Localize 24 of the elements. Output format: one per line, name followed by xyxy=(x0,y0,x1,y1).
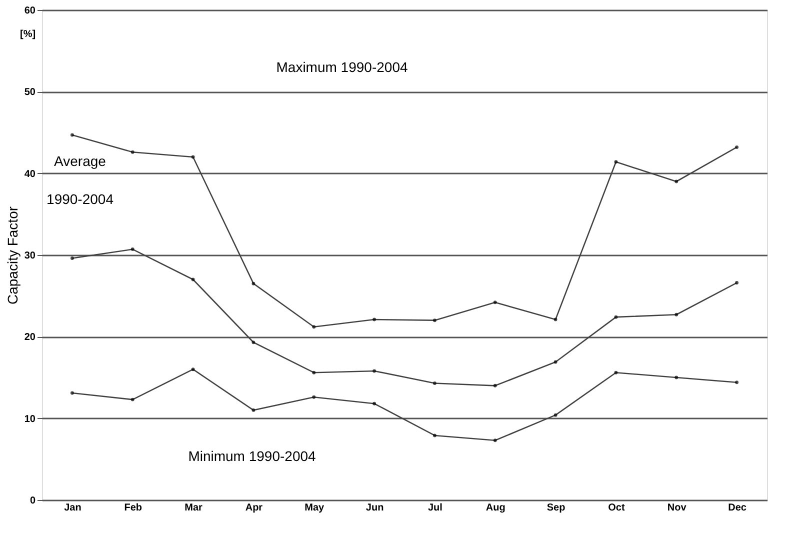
x-tick-label: Jun xyxy=(366,502,384,514)
y-tick-label: 0 xyxy=(30,496,36,506)
y-axis-title: Capacity Factor xyxy=(4,206,20,305)
x-tick-label: Oct xyxy=(608,502,626,514)
y-tick-label: 30 xyxy=(24,250,36,262)
text: Average 1990-2004 xyxy=(46,153,114,207)
x-tick-label: Mar xyxy=(184,502,203,514)
text: [%] xyxy=(20,29,36,40)
x-tick-label: Nov xyxy=(667,502,687,514)
y-tick-label: 60 xyxy=(24,6,36,16)
x-tick-label: Feb xyxy=(124,502,142,514)
x-tick-label: Sep xyxy=(546,502,566,514)
x-tick-label: Apr xyxy=(245,502,263,514)
x-tick-label: Jan xyxy=(64,502,82,514)
annotation: Minimum 1990-2004 xyxy=(188,448,316,464)
y-tick-label: 20 xyxy=(24,332,36,344)
x-tick-label: May xyxy=(304,502,325,514)
y-tick-label: 50 xyxy=(24,87,36,98)
x-tick-label: Dec xyxy=(728,502,747,514)
annotation: Maximum 1990-2004 xyxy=(276,59,408,75)
y-tick-label: 10 xyxy=(24,414,36,425)
x-tick-label: Jul xyxy=(428,502,443,514)
x-tick-label: Aug xyxy=(486,502,506,514)
y-tick-label: 40 xyxy=(24,168,36,180)
